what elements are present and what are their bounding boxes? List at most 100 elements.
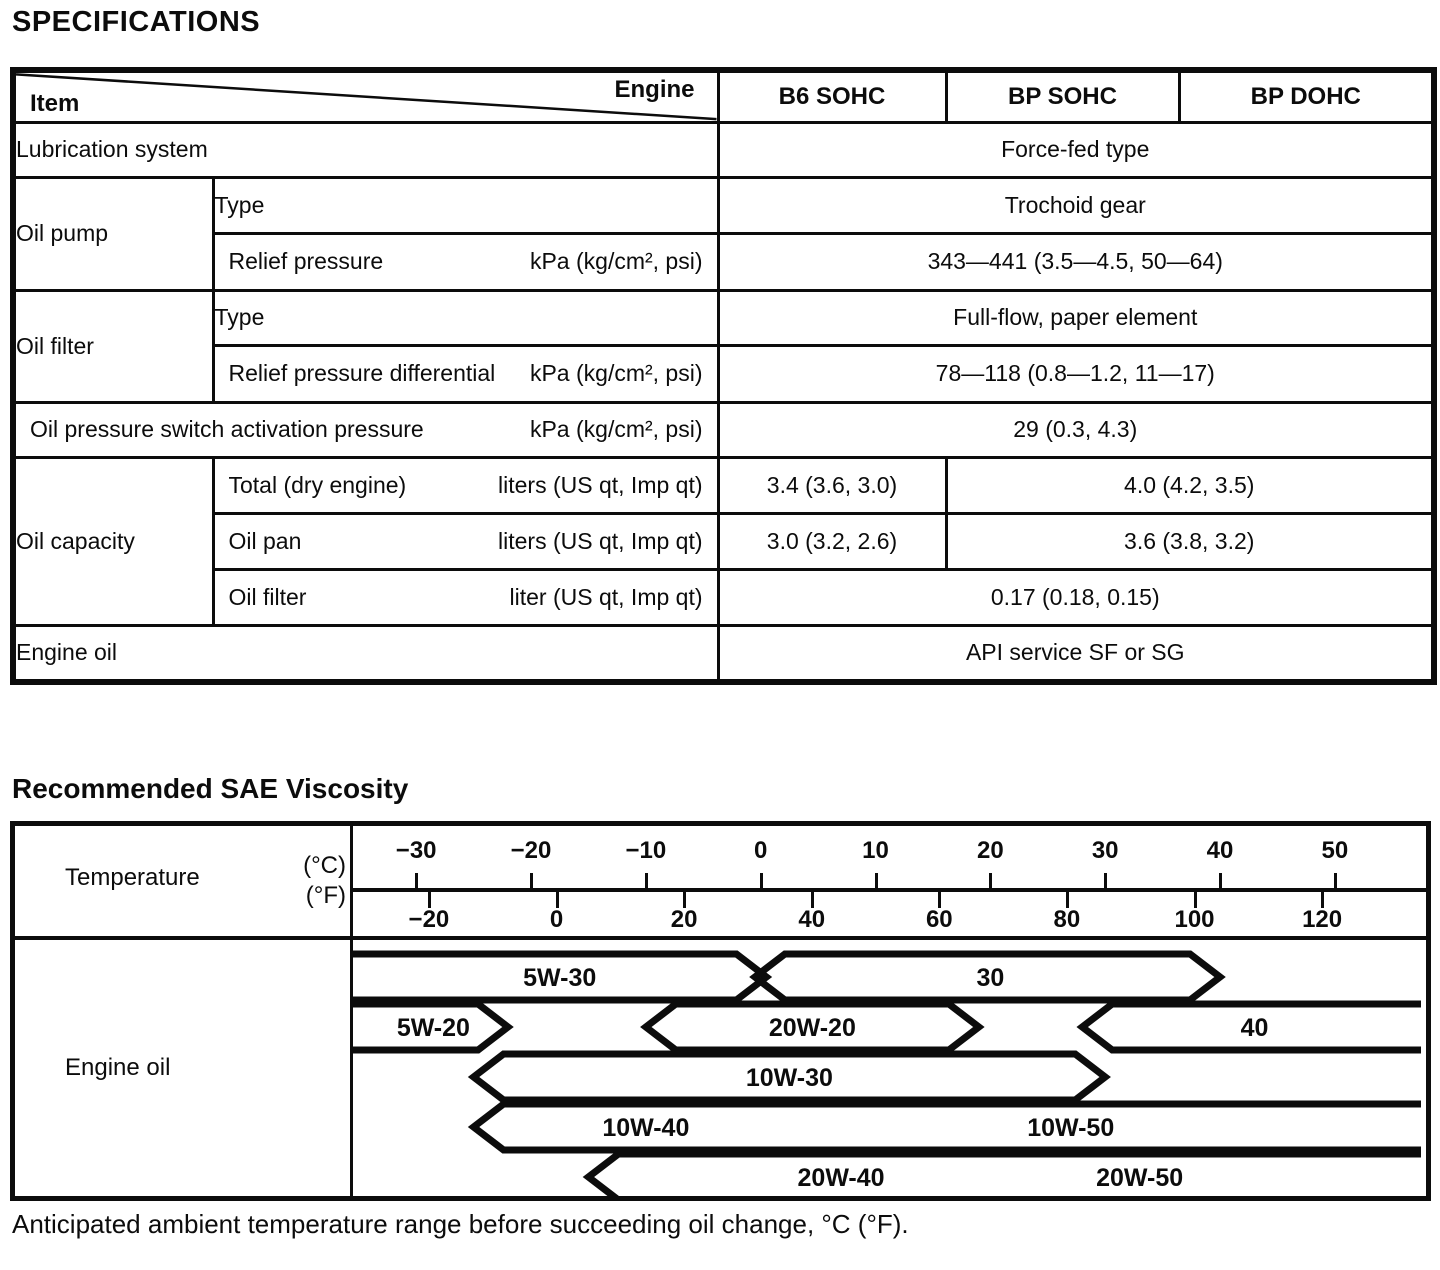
lubrication-system-label: Lubrication system [11,120,720,179]
celsius-tick-label: 20 [976,837,1004,864]
oil-pump-type-label: Type [211,175,720,235]
viscosity-chart: Temperature (°C) (°F) Engine oil −30 −20 −… [10,821,1431,1201]
oil-pressure-switch-label: Oil pressure switch activation pressure [30,416,424,442]
oil-pump-relief-label: Relief pressure [228,248,384,274]
table-row: Oil pump Type Trochoid gear [11,175,1436,292]
band-label: 5W-30 [523,964,596,992]
corner-cell: Engine Item [11,68,720,124]
chart-horizontal-divider [15,936,1426,940]
table-row: Oil pan liters (US qt, Imp qt) 3.0 (3.2,… [13,511,1436,571]
table-row: Relief pressure kPa (kg/cm², psi) 343—44… [13,231,1436,292]
celsius-tick-label: 40 [1206,837,1234,864]
oil-capacity-total-b6-value: 3.4 (3.6, 3.0) [716,455,948,515]
table-row: Oil pressure switch activation pressure … [11,400,1436,459]
band-label: 5W-20 [397,1014,470,1042]
celsius-tick-mark [874,873,878,888]
celsius-tick-mark [989,873,993,888]
band-label: 20W-50 [1096,1164,1183,1192]
oil-capacity-filter-unit: liter (US qt, Imp qt) [509,583,703,610]
oil-pressure-switch-cell: Oil pressure switch activation pressure … [11,400,720,459]
engine-oil-row-label: Engine oil [65,1054,171,1081]
oil-capacity-total-cell: Total (dry engine) liters (US qt, Imp qt… [211,455,720,515]
oil-capacity-pan-bp-value: 3.6 (3.8, 3.2) [944,511,1436,571]
oil-pump-type-value: Trochoid gear [716,175,1436,235]
fahrenheit-tick-label: 20 [670,906,698,933]
band-label: 20W-40 [798,1164,885,1192]
celsius-tick-mark [1104,873,1108,888]
oil-capacity-total-bp-value: 4.0 (4.2, 3.5) [944,455,1436,515]
oil-capacity-pan-b6-value: 3.0 (3.2, 2.6) [716,511,948,571]
diagonal-line [16,73,717,121]
celsius-unit-label: (°C) [303,852,346,879]
celsius-tick-mark [530,873,533,888]
oil-capacity-total-label: Total (dry engine) [228,471,407,498]
fahrenheit-tick-mark [938,892,942,908]
oil-filter-relief-cell: Relief pressure differential kPa (kg/cm²… [211,343,720,404]
table-row: Oil filter Type Full-flow, paper element [11,288,1436,404]
fahrenheit-tick-label: 80 [1053,906,1081,933]
fahrenheit-tick-mark [810,892,814,908]
temperature-units: (°C) (°F) [303,851,346,911]
temperature-cell: Temperature (°C) (°F) [15,826,350,936]
table-row: Oil filter liter (US qt, Imp qt) 0.17 (0… [13,567,1436,627]
oil-filter-relief-value: 78—118 (0.8—1.2, 11—17) [716,343,1436,404]
celsius-tick-label: −30 [395,837,437,864]
viscosity-bands: 5W-30 30 5W-20 20W-20 40 10W-30 10W-40 10W-50 20… [353,950,1421,1196]
table-row: Oil capacity Total (dry engine) liters (… [11,455,1436,627]
fahrenheit-tick-mark [1065,892,1069,908]
fahrenheit-tick-mark [427,892,431,908]
band-label: 30 [976,964,1004,992]
celsius-tick-label: −20 [510,837,552,864]
corner-engine-label: Engine [614,76,695,103]
oil-pump-relief-cell: Relief pressure kPa (kg/cm², psi) [211,231,720,292]
celsius-tick-mark [1219,873,1223,888]
corner-item-label: Item [30,89,80,117]
specifications-table: Engine Item B6 SOHC BP SOHC BP DOHC Lubr… [10,67,1437,685]
celsius-tick-label: 50 [1321,837,1349,864]
oil-capacity-filter-value: 0.17 (0.18, 0.15) [716,567,1436,627]
oil-filter-relief-unit: kPa (kg/cm², psi) [529,360,703,386]
celsius-tick-label: 10 [862,837,889,864]
oil-capacity-pan-unit: liters (US qt, Imp qt) [498,527,703,554]
fahrenheit-tick-label: 60 [925,906,953,933]
oil-capacity-pan-cell: Oil pan liters (US qt, Imp qt) [211,511,720,571]
celsius-tick-mark [415,873,419,888]
band-label: 20W-20 [769,1014,856,1042]
engine-oil-label: Engine oil [11,623,720,684]
engine-oil-row-cell: Engine oil [15,940,350,1196]
fahrenheit-tick-label: −20 [408,906,450,933]
fahrenheit-unit-label: (°F) [305,882,346,909]
oil-pump-label: Oil pump [11,175,215,292]
oil-filter-type-label: Type [211,288,720,347]
celsius-tick-label: −10 [625,837,667,864]
band-label: 10W-30 [746,1064,833,1092]
celsius-tick-label: 30 [1091,837,1119,864]
oil-capacity-pan-label: Oil pan [228,527,302,554]
oil-pressure-switch-value: 29 (0.3, 4.3) [716,400,1436,459]
celsius-tick-mark [759,873,763,888]
table-row: Relief pressure differential kPa (kg/cm²… [13,343,1436,404]
celsius-tick-label: 0 [753,837,768,864]
engine-oil-value: API service SF or SG [716,623,1436,684]
viscosity-section-title: Recommended SAE Viscosity [12,773,409,804]
oil-pump-relief-value: 343—441 (3.5—4.5, 50—64) [716,231,1436,292]
oil-capacity-filter-label: Oil filter [228,583,307,610]
page-title: SPECIFICATIONS [12,6,261,38]
oil-pressure-switch-unit: kPa (kg/cm², psi) [529,416,703,442]
chart-vertical-divider [350,826,353,1196]
oil-pump-relief-unit: kPa (kg/cm², psi) [529,248,703,274]
fahrenheit-tick-mark [683,892,687,908]
oil-filter-type-value: Full-flow, paper element [716,288,1436,347]
chart-caption: Anticipated ambient temperature range be… [12,1209,909,1239]
column-header-bp-dohc: BP DOHC [1177,68,1436,124]
oil-filter-label: Oil filter [11,288,215,404]
page: SPECIFICATIONS Engine Item B6 SOHC BP SO… [0,6,1440,1240]
column-header-bp-sohc: BP SOHC [944,68,1181,124]
oil-filter-relief-label: Relief pressure differential [228,360,496,386]
fahrenheit-tick-mark [1193,892,1197,908]
table-header-row: Engine Item B6 SOHC BP SOHC BP DOHC [11,68,1436,124]
fahrenheit-tick-label: 0 [549,906,564,933]
oil-capacity-label: Oil capacity [11,455,215,627]
band-label: 40 [1241,1014,1269,1042]
fahrenheit-tick-label: 40 [798,906,826,933]
